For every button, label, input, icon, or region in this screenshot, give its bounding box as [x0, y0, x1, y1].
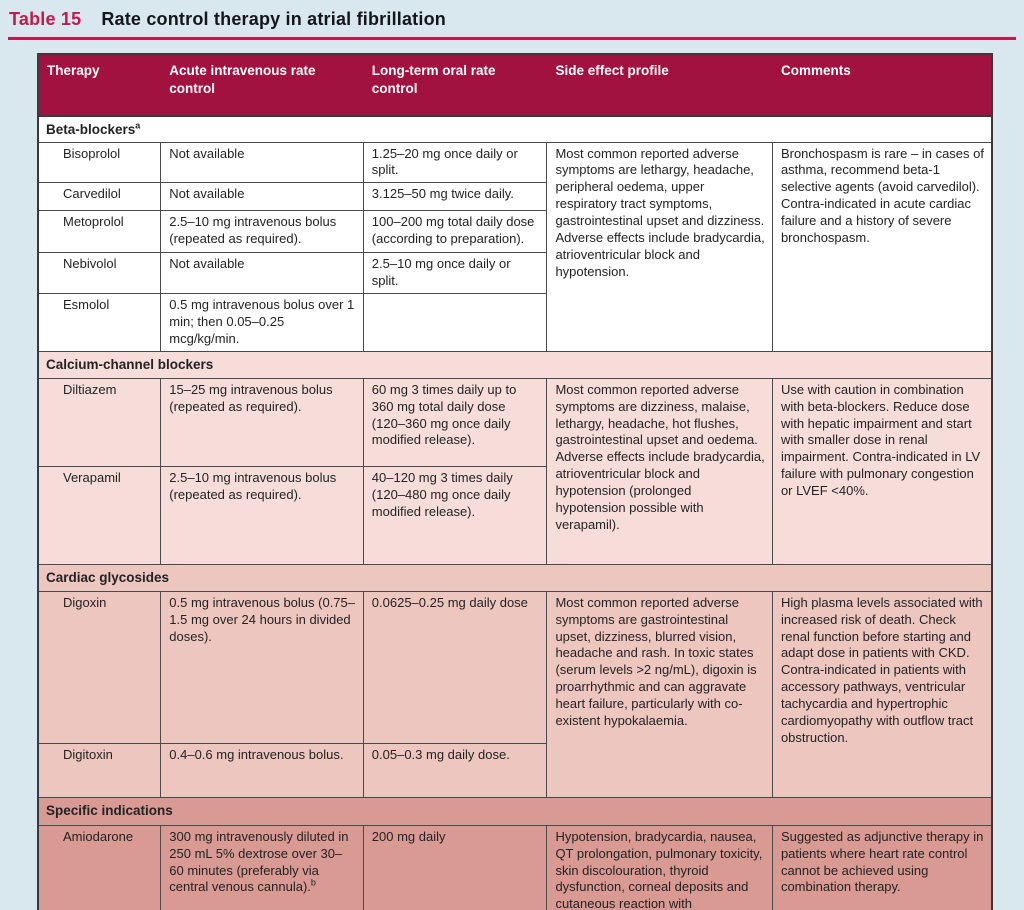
rate-control-therapy-table: Therapy Acute intravenous rate control L… — [37, 53, 993, 910]
table-row-esmolol: Esmolol 0.5 mg intravenous bolus over 1 … — [37, 293, 992, 352]
cell-acute-nebivolol: Not available — [160, 252, 364, 295]
section-title-cardiac-glycosides: Cardiac glycosides — [37, 563, 993, 592]
cell-oral-nebivolol: 2.5–10 mg once daily or split. — [362, 252, 548, 295]
cell-oral-amiodarone: 200 mg daily — [362, 824, 548, 910]
cell-oral-carvedilol: 3.125–50 mg twice daily. — [362, 182, 548, 212]
column-header-long-term-oral-rate-control: Long-term oral rate control — [362, 53, 548, 117]
cell-comments-amiodarone: Suggested as adjunctive therapy in patie… — [771, 824, 993, 910]
cell-therapy-amiodarone: Amiodarone — [37, 824, 162, 910]
cell-oral-diltiazem: 60 mg 3 times daily up to 360 mg total d… — [362, 377, 548, 467]
section-cardiac-glycosides: Cardiac glycosides Digoxin 0.5 mg intrav… — [37, 563, 993, 798]
cell-oral-metoprolol: 100–200 mg total daily dose (according t… — [362, 210, 548, 254]
column-header-acute-intravenous-rate-control: Acute intravenous rate control — [160, 53, 364, 117]
cell-side-effect-beta-blockers: Most common reported adverse symptoms ar… — [546, 141, 773, 352]
footnote-marker-b: b — [310, 878, 316, 889]
table-row-digitoxin: Digitoxin 0.4–0.6 mg intravenous bolus. … — [37, 742, 992, 798]
cell-therapy-diltiazem: Diltiazem — [37, 377, 162, 467]
column-header-comments: Comments — [771, 53, 993, 117]
cell-therapy-metoprolol: Metoprolol — [37, 210, 162, 254]
table-row-bisoprolol: Bisoprolol Not available 1.25–20 mg once… — [37, 141, 993, 352]
section-title-beta-blockers: Beta-blockers — [46, 122, 136, 137]
table-row-amiodarone: Amiodarone 300 mg intravenously diluted … — [37, 824, 993, 910]
cell-oral-bisoprolol: 1.25–20 mg once daily or split. — [362, 141, 548, 184]
cell-oral-digoxin: 0.0625–0.25 mg daily dose — [362, 590, 548, 744]
cell-therapy-bisoprolol: Bisoprolol — [37, 141, 162, 184]
caption-divider-rule — [8, 37, 1016, 40]
section-title-calcium-channel-blockers: Calcium-channel blockers — [37, 350, 993, 379]
cell-acute-amiodarone-text: 300 mg intravenously diluted in 250 mL 5… — [169, 828, 349, 895]
cell-acute-diltiazem: 15–25 mg intravenous bolus (repeated as … — [160, 377, 364, 467]
cell-acute-digitoxin: 0.4–0.6 mg intravenous bolus. — [160, 742, 364, 798]
cell-therapy-verapamil: Verapamil — [37, 465, 162, 565]
cell-therapy-nebivolol: Nebivolol — [37, 252, 162, 295]
section-calcium-channel-blockers: Calcium-channel blockers Diltiazem 15–25… — [37, 350, 993, 565]
cell-side-effect-calcium-channel-blockers: Most common reported adverse symptoms ar… — [546, 377, 773, 565]
cell-oral-esmolol — [362, 293, 548, 352]
table-row-verapamil: Verapamil 2.5–10 mg intravenous bolus (r… — [37, 465, 992, 565]
cell-comments-beta-blockers: Bronchospasm is rare – in cases of asthm… — [771, 141, 993, 352]
cell-comments-cardiac-glycosides: High plasma levels associated with incre… — [771, 590, 993, 798]
table-header-row: Therapy Acute intravenous rate control L… — [37, 53, 993, 117]
column-header-side-effect-profile: Side effect profile — [546, 53, 773, 117]
cell-side-effect-amiodarone: Hypotension, bradycardia, nausea, QT pro… — [546, 824, 773, 910]
section-title-cell: Beta-blockersa — [37, 115, 993, 143]
page-title: Rate control therapy in atrial fibrillat… — [101, 9, 446, 29]
cell-comments-calcium-channel-blockers: Use with caution in combination with bet… — [771, 377, 993, 565]
cell-acute-digoxin: 0.5 mg intravenous bolus (0.75–1.5 mg ov… — [160, 590, 364, 744]
section-beta-blockers: Beta-blockersa Bisoprolol Not available … — [37, 115, 993, 352]
cell-acute-esmolol: 0.5 mg intravenous bolus over 1 min; the… — [160, 293, 364, 352]
section-header-specific-indications: Specific indications — [37, 796, 993, 826]
cell-oral-verapamil: 40–120 mg 3 times daily (120–480 mg once… — [362, 465, 548, 565]
footnote-marker-a: a — [135, 120, 141, 131]
table-caption: Table 15 Rate control therapy in atrial f… — [0, 0, 1024, 30]
cell-acute-carvedilol: Not available — [160, 182, 364, 212]
cell-oral-digitoxin: 0.05–0.3 mg daily dose. — [362, 742, 548, 798]
cell-acute-metoprolol: 2.5–10 mg intravenous bolus (repeated as… — [160, 210, 364, 254]
section-header-calcium-channel-blockers: Calcium-channel blockers — [37, 350, 993, 379]
cell-therapy-carvedilol: Carvedilol — [37, 182, 162, 212]
section-header-cardiac-glycosides: Cardiac glycosides — [37, 563, 993, 592]
cell-therapy-digoxin: Digoxin — [37, 590, 162, 744]
table-row-digoxin: Digoxin 0.5 mg intravenous bolus (0.75–1… — [37, 590, 993, 798]
table-row-carvedilol: Carvedilol Not available 3.125–50 mg twi… — [37, 182, 992, 212]
table-row-metoprolol: Metoprolol 2.5–10 mg intravenous bolus (… — [37, 210, 992, 254]
cell-side-effect-cardiac-glycosides: Most common reported adverse symptoms ar… — [546, 590, 773, 798]
cell-acute-bisoprolol: Not available — [160, 141, 364, 184]
cell-therapy-esmolol: Esmolol — [37, 293, 162, 352]
cell-acute-amiodarone: 300 mg intravenously diluted in 250 mL 5… — [160, 824, 364, 910]
cell-acute-verapamil: 2.5–10 mg intravenous bolus (repeated as… — [160, 465, 364, 565]
table-row-diltiazem: Diltiazem 15–25 mg intravenous bolus (re… — [37, 377, 993, 565]
cell-therapy-digitoxin: Digitoxin — [37, 742, 162, 798]
table-number: Table 15 — [9, 9, 82, 29]
column-header-therapy: Therapy — [37, 53, 162, 117]
section-header-beta-blockers: Beta-blockersa — [37, 115, 993, 143]
table-row-nebivolol: Nebivolol Not available 2.5–10 mg once d… — [37, 252, 992, 295]
section-title-specific-indications: Specific indications — [37, 796, 993, 826]
section-specific-indications: Specific indications Amiodarone 300 mg i… — [37, 796, 993, 910]
